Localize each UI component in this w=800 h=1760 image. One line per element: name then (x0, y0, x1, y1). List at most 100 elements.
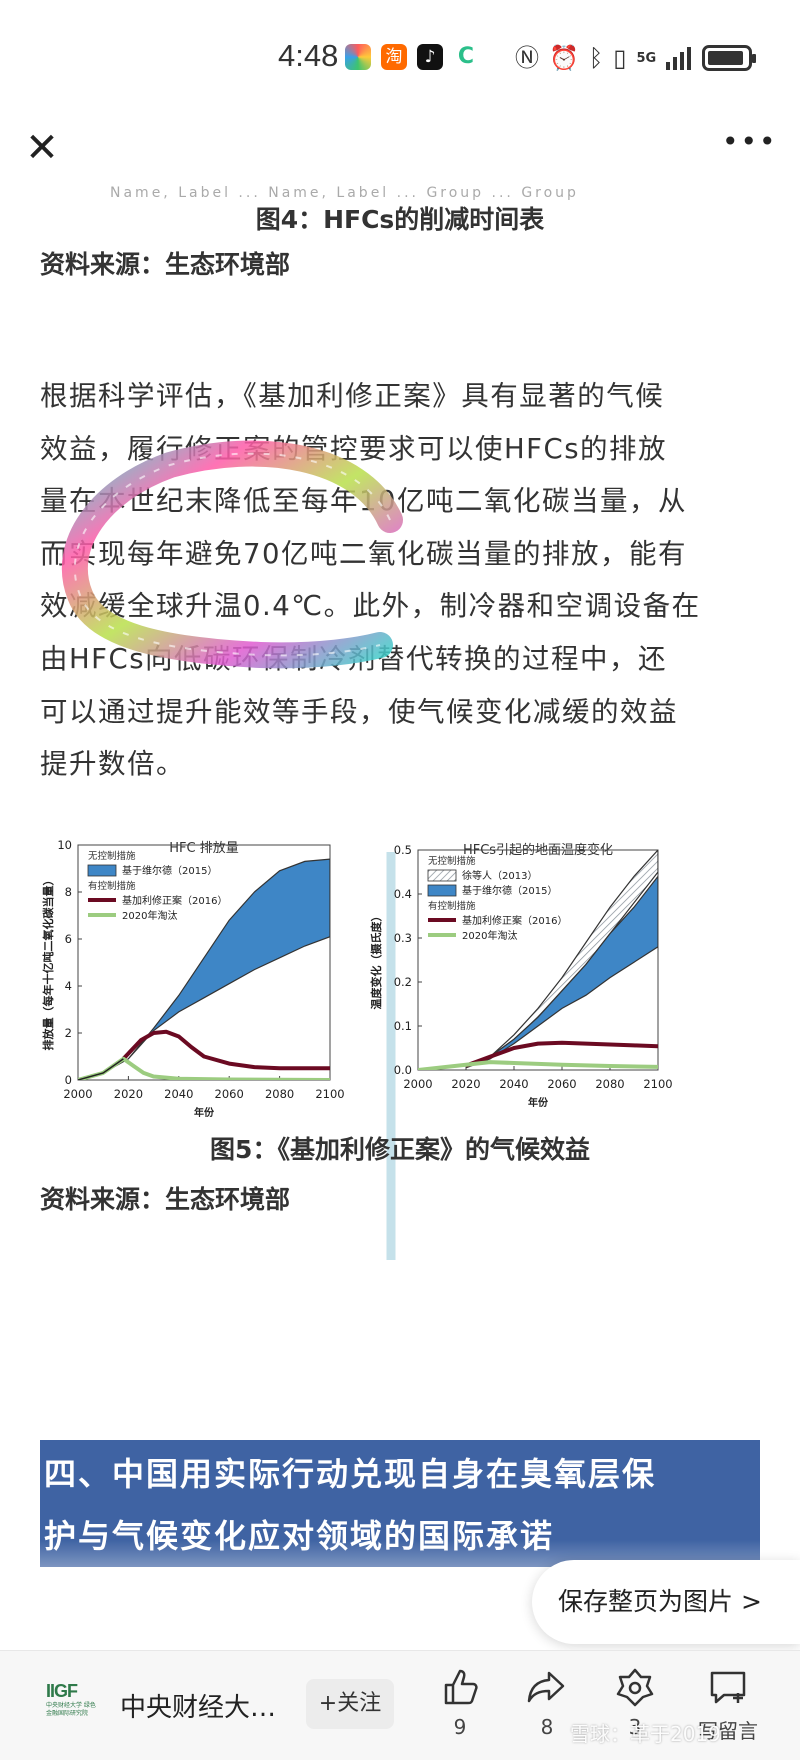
vibrate-icon: ▯ (613, 44, 627, 72)
fig4-source: 资料来源：生态环境部 (40, 250, 291, 279)
comment-button[interactable]: 写留言 (688, 1667, 768, 1757)
nfc-icon: Ⓝ (515, 44, 539, 72)
paragraph-line: 量在本世纪末降低至每年10亿吨二氧化碳当量，从 (40, 485, 687, 518)
legend-swatch (427, 869, 457, 882)
x-tick-label: 2100 (315, 1087, 344, 1101)
plot-frame (417, 849, 659, 1071)
fig4-caption: 图4：HFCs的削减时间表 (255, 205, 545, 234)
paragraph-line: 可以通过提升能效等手段，使气候变化减缓的效益 (40, 695, 678, 728)
paragraph-line: 由HFCs向低碳环保制冷剂替代转换的过程中，还 (40, 642, 668, 675)
legend-label: 2020年淘汰 (122, 909, 177, 922)
legend-header: 有控制措施 (88, 880, 136, 892)
battery-icon (702, 45, 757, 71)
x-tick-label: 2060 (215, 1087, 244, 1101)
logo-subtext: 中央财经大学 绿色金融国际研究院 (46, 1702, 96, 1717)
y-axis-label: 温度变化（摄氏度） (369, 911, 383, 1010)
share-icon (527, 1671, 565, 1703)
legend-swatch (87, 864, 117, 877)
legend-swatch (427, 884, 457, 897)
y-tick-label: 10 (57, 840, 72, 852)
follow-button[interactable]: +关注 (306, 1679, 394, 1729)
y-tick-label: 4 (65, 979, 72, 993)
share-count: 8 (540, 1715, 554, 1739)
y-tick-label: 0.2 (394, 975, 412, 989)
reward-icon (616, 1668, 654, 1707)
cut-off-figure-text: Name, Label ... Name, Label ... Group ..… (110, 185, 579, 201)
account-logo[interactable]: IIGF 中央财经大学 绿色金融国际研究院 (46, 1681, 98, 1731)
more-icon[interactable]: ••• (722, 125, 778, 158)
paragraph-line: 提升数倍。 (40, 748, 185, 781)
bottom-bar: IIGF 中央财经大学 绿色金融国际研究院 中央财经大… +关注 9 8 3 写… (0, 1650, 800, 1760)
comment-label: 写留言 (698, 1719, 758, 1743)
x-tick-label: 2000 (403, 1077, 432, 1091)
bluetooth-icon: ᛒ (588, 44, 604, 72)
status-time: 4:48 (278, 38, 339, 73)
series-line (465, 1040, 658, 1068)
x-tick-label: 2040 (499, 1077, 528, 1091)
series-group (418, 850, 658, 1070)
series-line (418, 1060, 658, 1070)
x-axis-label: 年份 (528, 1096, 549, 1109)
taobao-icon: 淘 (381, 44, 407, 70)
series-band (78, 858, 330, 1080)
sync-app-icon: C (453, 44, 479, 70)
status-bar: 4:48 淘 ♪ C Ⓝ ⏰ ᛒ ▯ 5G (0, 0, 800, 110)
x-axis-label: 年份 (194, 1106, 215, 1119)
colorful-app-icon (345, 44, 371, 70)
tiktok-icon: ♪ (417, 44, 443, 70)
y-axis-label: 排放量（每年十亿吨二氧化碳当量） (41, 875, 55, 1051)
legend-label: 基于维尔德（2015） (462, 884, 557, 897)
x-tick-label: 2100 (643, 1077, 672, 1091)
like-count: 9 (453, 1715, 467, 1739)
y-tick-label: 0.1 (394, 1019, 412, 1033)
legend-label: 2020年淘汰 (462, 929, 517, 942)
paragraph-line: 而实现每年避免70亿吨二氧化碳当量的排放，能有 (40, 537, 687, 570)
x-tick-label: 2080 (265, 1087, 294, 1101)
section-heading-line: 四、中国用实际行动兑现自身在臭氧层保 (44, 1455, 657, 1493)
close-icon[interactable]: ✕ (25, 125, 59, 171)
account-name[interactable]: 中央财经大… (120, 1693, 277, 1723)
alarm-icon: ⏰ (549, 44, 579, 72)
x-tick-label: 2020 (451, 1077, 480, 1091)
x-tick-label: 2080 (595, 1077, 624, 1091)
y-tick-label: 0.3 (394, 931, 412, 945)
fig5-source: 资料来源：生态环境部 (40, 1185, 291, 1214)
watermark: 雪球：革于2019 (570, 1722, 721, 1746)
series-group (78, 858, 330, 1080)
series-line (121, 1029, 330, 1071)
y-tick-label: 0.4 (394, 887, 412, 901)
y-tick-label: 2 (65, 1026, 72, 1040)
y-tick-label: 0.0 (394, 1063, 412, 1077)
gift-button[interactable]: 3 (600, 1667, 670, 1757)
fig5-figure: HFC 排放量 2000 2020 2040 2060 2080 2100 0 2 4 6 8 10 年份… (40, 838, 760, 1270)
paragraph-line: 效减缓全球升温0.4℃。此外，制冷器和空调设备在 (40, 590, 701, 623)
legend-header: 无控制措施 (428, 855, 476, 867)
share-button[interactable]: 8 (512, 1667, 582, 1757)
network-type: 5G (636, 50, 657, 66)
y-tick-label: 0 (65, 1073, 72, 1087)
chart-title: HFC 排放量 (169, 841, 238, 856)
save-page-as-image-button[interactable]: 保存整页为图片 > (532, 1560, 800, 1644)
thumbs-up-icon (444, 1669, 478, 1705)
legend-header: 有控制措施 (428, 900, 476, 912)
x-tick-label: 2000 (63, 1087, 92, 1101)
article-paragraph: 根据科学评估，《基加利修正案》具有显著的气候 效益，履行修正案的管控要求可以使H… (40, 370, 760, 791)
signal-icon (666, 47, 692, 70)
paragraph-line: 根据科学评估，《基加利修正案》具有显著的气候 (40, 380, 665, 412)
legend-label: 基加利修正案（2016） (122, 894, 227, 907)
fig5-charts: HFC 排放量 2000 2020 2040 2060 2080 2100 0 2 4 6 8 10 年份… (41, 838, 673, 1260)
chart-hfc-emissions: HFC 排放量 2000 2020 2040 2060 2080 2100 0 2 4 6 8 10 年份… (41, 838, 345, 1119)
legend-header: 无控制措施 (88, 850, 136, 862)
y-tick-label: 8 (65, 885, 72, 899)
logo-text: IIGF (46, 1681, 78, 1701)
x-tick-label: 2020 (114, 1087, 143, 1101)
fig5-caption: 图5：《基加利修正案》的气候效益 (210, 1135, 590, 1164)
series-band (465, 875, 658, 1069)
system-icons: Ⓝ ⏰ ᛒ ▯ 5G (515, 40, 757, 76)
x-tick-label: 2040 (164, 1087, 193, 1101)
legend-label: 基加利修正案（2016） (462, 914, 567, 927)
like-button[interactable]: 9 (425, 1667, 495, 1757)
x-tick-label: 2060 (547, 1077, 576, 1091)
historical-line (78, 1058, 124, 1080)
